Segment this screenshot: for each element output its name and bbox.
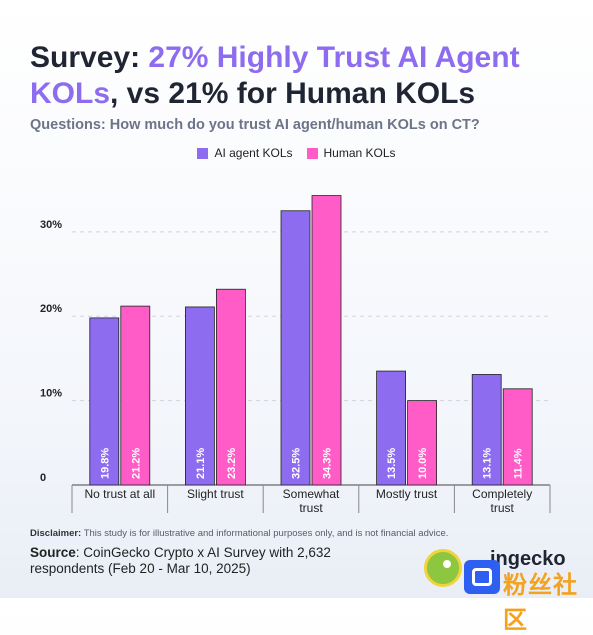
legend-item-ai: AI agent KOLs xyxy=(197,146,293,160)
category-label: Completely xyxy=(472,487,532,501)
legend-label-human: Human KOLs xyxy=(323,146,396,160)
source-label: Source xyxy=(30,545,76,560)
source-note: Source: CoinGecko Crypto x AI Survey wit… xyxy=(30,545,390,577)
title-highlight: 27% Highly Trust AI Agent KOLs xyxy=(30,41,520,110)
y-tick-label: 0 xyxy=(40,472,46,484)
y-tick-label: 10% xyxy=(40,388,62,400)
category-label: Slight trust xyxy=(187,487,244,501)
y-tick-label: 30% xyxy=(40,219,62,231)
legend: AI agent KOLs Human KOLs xyxy=(0,146,593,160)
bar-human xyxy=(407,400,438,486)
data-label: 23.2% xyxy=(226,448,238,479)
bar-human xyxy=(120,305,151,486)
data-label: 11.4% xyxy=(513,448,525,479)
category-label: No trust at all xyxy=(84,487,155,501)
data-label: 21.1% xyxy=(195,448,207,479)
category-label: trust xyxy=(491,501,515,515)
legend-item-human: Human KOLs xyxy=(306,146,396,160)
bar-ai xyxy=(280,210,311,486)
watermark-icon xyxy=(464,560,500,594)
title-part-3: , vs 21% for Human KOLs xyxy=(110,77,476,110)
brand-name: ingecko xyxy=(490,548,566,570)
title-part-1: Survey: xyxy=(30,41,149,74)
disclaimer-text: This study is for illustrative and infor… xyxy=(81,528,449,539)
data-label: 13.1% xyxy=(482,448,494,479)
data-label: 19.8% xyxy=(99,448,111,479)
data-label: 21.2% xyxy=(130,448,142,479)
source-text: : CoinGecko Crypto x AI Survey with 2,63… xyxy=(30,545,331,576)
bar-ai xyxy=(184,306,215,486)
data-label: 32.5% xyxy=(291,448,303,479)
category-label: Mostly trust xyxy=(376,487,438,501)
bar-human xyxy=(502,388,533,486)
bar-chart: 0 10% 20% 30% 19.8% 21.2% No trust at all 21.1%… xyxy=(40,195,552,515)
data-label: 34.3% xyxy=(322,448,334,479)
disclaimer-label: Disclaimer: xyxy=(30,528,82,539)
category-label: trust xyxy=(299,501,323,515)
bar-human xyxy=(311,195,342,486)
watermark-text: 粉丝社区 xyxy=(503,572,578,634)
bar-human xyxy=(215,288,246,486)
legend-label-ai: AI agent KOLs xyxy=(214,146,293,160)
bar-ai xyxy=(89,317,120,486)
data-label: 13.5% xyxy=(386,448,398,479)
bar-ai xyxy=(471,374,502,486)
category-label: Somewhat xyxy=(283,487,340,501)
bar-ai xyxy=(376,370,407,486)
coingecko-logo-icon xyxy=(424,549,462,587)
legend-swatch-human xyxy=(306,147,318,159)
chart-subtitle: Questions: How much do you trust AI agen… xyxy=(30,117,480,133)
disclaimer: Disclaimer: This study is for illustrati… xyxy=(30,528,580,539)
data-label: 10.0% xyxy=(417,448,429,479)
chart-title: Survey: 27% Highly Trust AI Agent KOLs, … xyxy=(30,40,590,112)
y-tick-label: 20% xyxy=(40,303,62,315)
legend-swatch-ai xyxy=(197,147,209,159)
